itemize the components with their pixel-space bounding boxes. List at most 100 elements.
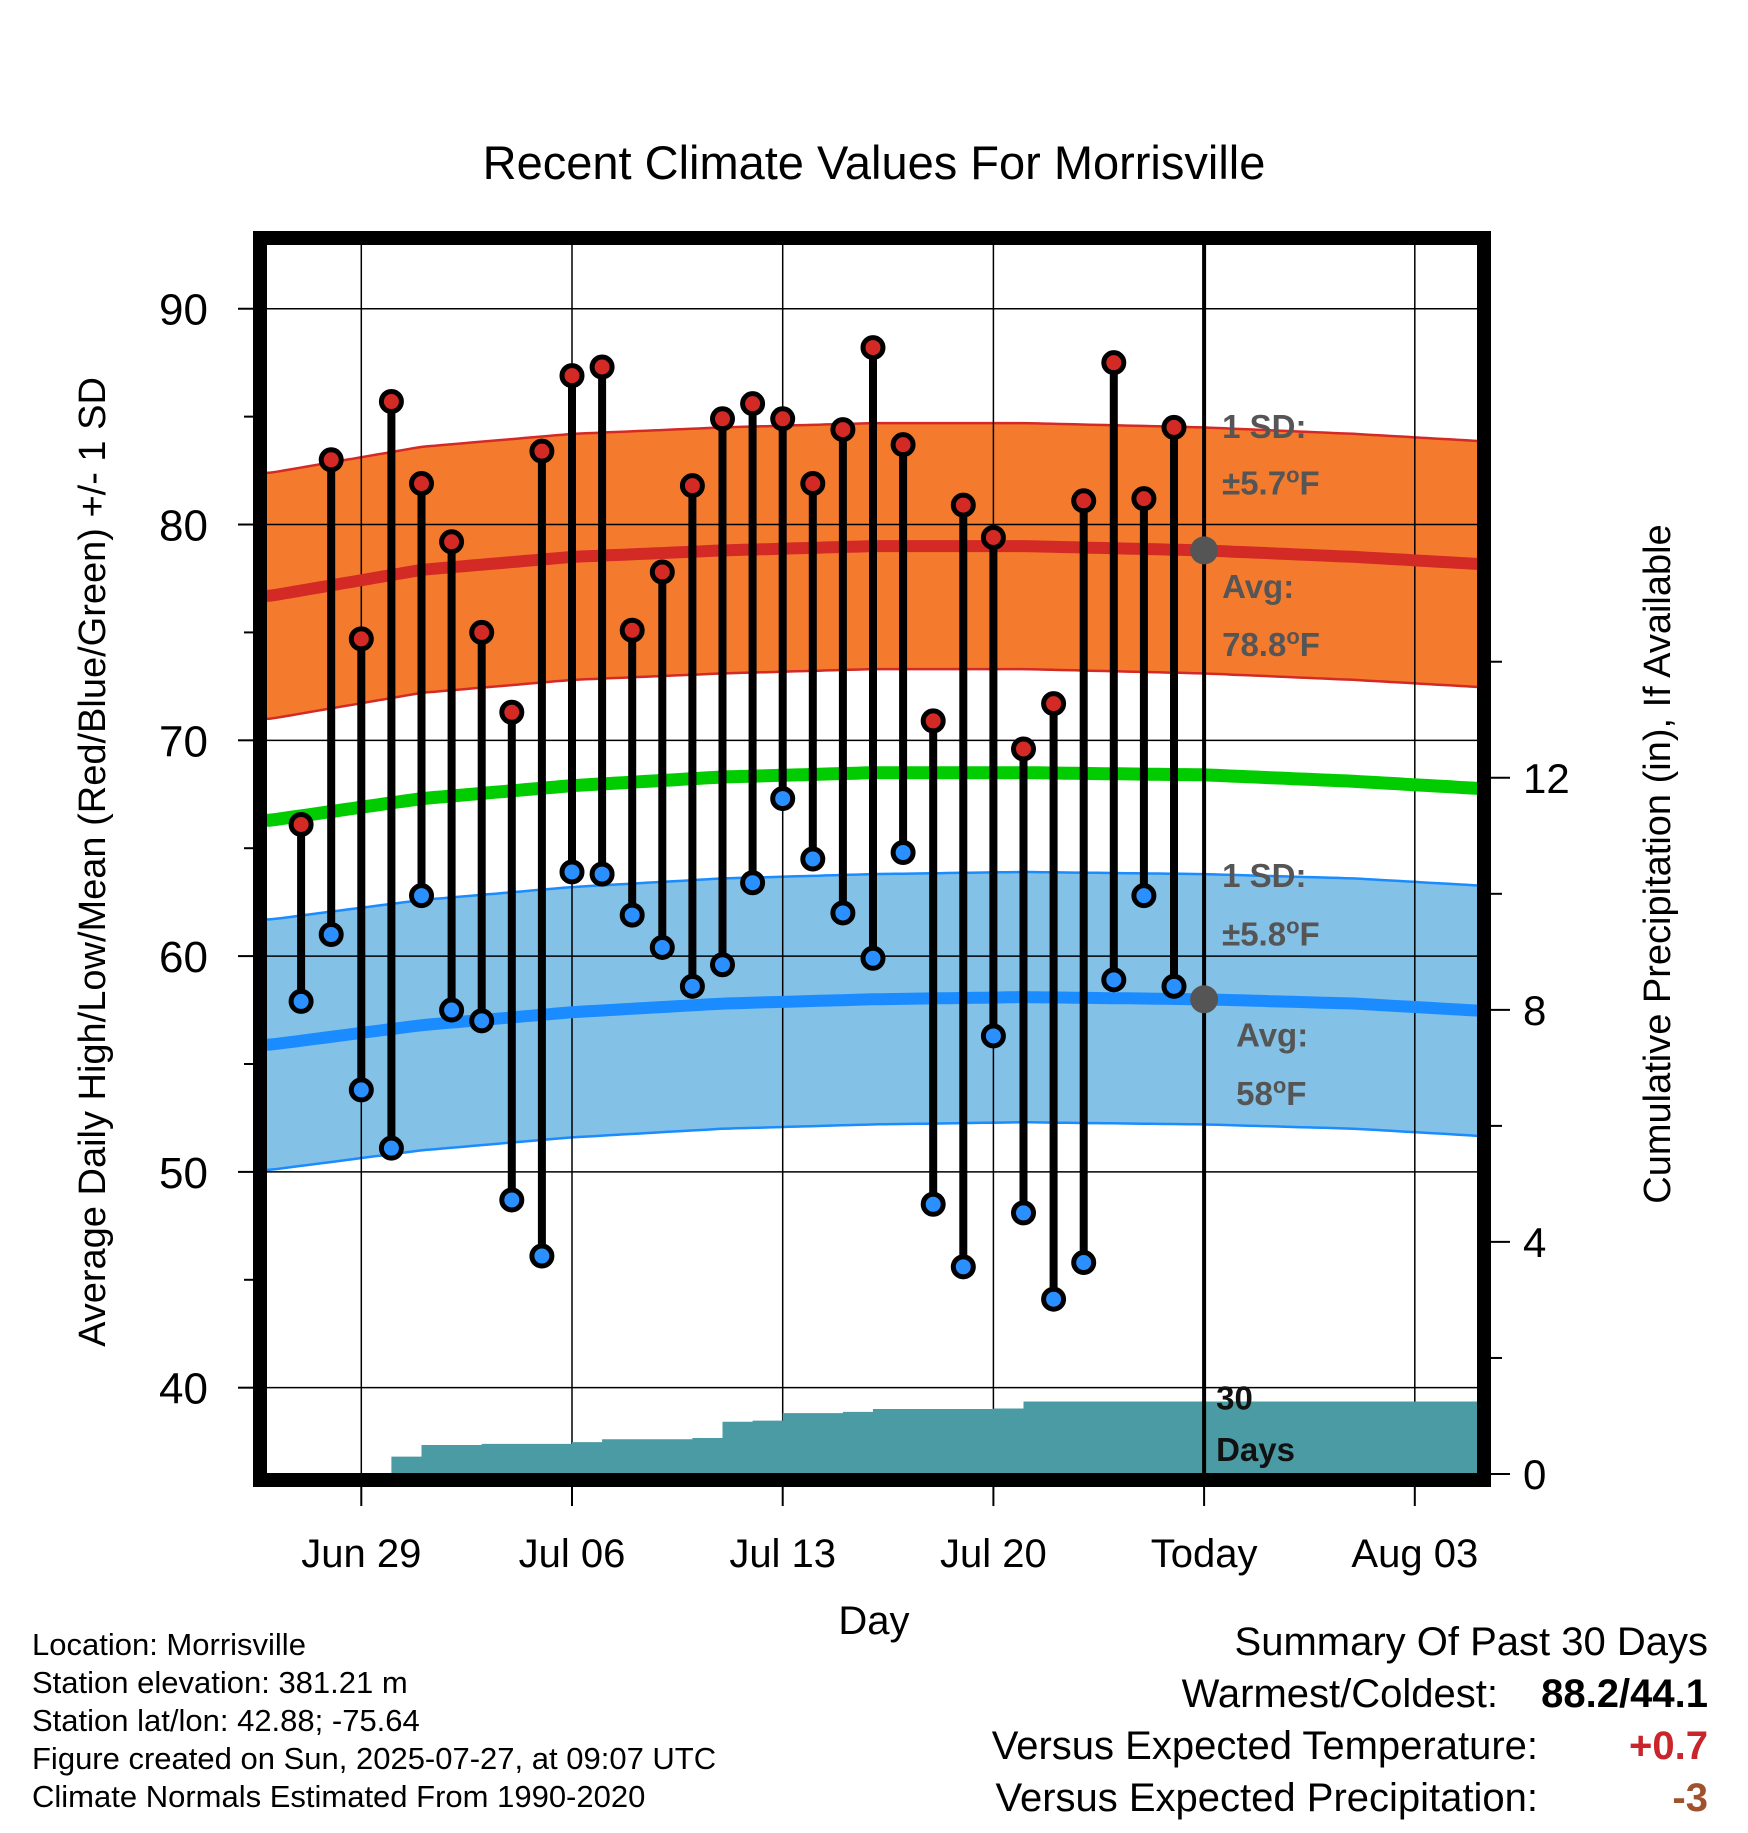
daily-low-point [288,988,314,1014]
normal-mean-line [266,766,1478,827]
y-tick-label: 80 [159,502,208,551]
low-sd-label: 1 SD: [1222,857,1306,894]
y2-tick-label: 4 [1523,1219,1546,1266]
x-tick-label: Jul 20 [940,1532,1047,1576]
station-info: Location: Morrisville Station elevation:… [32,1626,716,1816]
daily-high-point [1161,414,1187,440]
daily-high-point [740,391,766,417]
y-tick-label: 60 [159,933,208,982]
daily-high-point [920,708,946,734]
daily-high-point [1131,486,1157,512]
daily-low-point [1131,883,1157,909]
today-days-label: Days [1216,1431,1295,1468]
y-tick-label: 70 [159,717,208,766]
y2-axis-label: Cumulative Precipitation (in), If Availa… [1637,524,1679,1203]
x-tick-label: Aug 03 [1351,1532,1478,1576]
daily-low-point [1101,967,1127,993]
y-tick-label: 40 [159,1365,208,1414]
daily-low-point [529,1243,555,1269]
daily-high-point [529,438,555,464]
high-avg-label: Avg: [1222,568,1294,605]
daily-low-point [409,883,434,909]
daily-high-point [288,811,314,837]
daily-high-point [830,417,856,443]
daily-low-point [439,997,465,1023]
daily-high-point [439,529,465,555]
daily-low-point [890,840,916,866]
daily-low-point [1041,1286,1067,1312]
daily-high-point [770,406,796,432]
daily-high-point [499,699,525,725]
daily-high-point [1101,350,1127,376]
warmest-value: 88.2/44.1 [1541,1672,1708,1716]
low-sd-upper-edge [266,870,1478,921]
daily-low-point [318,922,344,948]
y2-tick-label: 12 [1523,755,1570,802]
location-text: Location: Morrisville [32,1627,306,1662]
low-avg-value: 58oF [1236,1073,1306,1112]
today-high-avg-marker [1190,536,1219,565]
chart-title: Recent Climate Values For Morrisville [483,136,1266,189]
low-avg-label: Avg: [1236,1017,1308,1054]
daily-low-point [378,1135,404,1161]
temp-label: Versus Expected Temperature: [991,1724,1538,1768]
y2-tick-label: 8 [1523,987,1546,1034]
daily-high-point [409,471,434,497]
daily-low-point [559,859,585,885]
created-text: Figure created on Sun, 2025-07-27, at 09… [32,1741,717,1776]
precip-area [271,1401,1478,1474]
daily-high-point [860,335,886,361]
x-tick-label: Today [1151,1532,1258,1576]
elevation-text: Station elevation: 381.21 m [32,1665,408,1700]
daily-low-point [1071,1250,1097,1276]
high-sd-value: ±5.7oF [1222,462,1320,501]
daily-low-point [800,846,826,872]
daily-high-point [378,389,404,415]
daily-low-point [830,900,856,926]
daily-high-point [348,626,374,652]
daily-low-point [770,786,796,812]
daily-high-point [950,492,976,518]
daily-low-point [679,973,705,999]
x-tick-label: Jun 29 [301,1532,421,1576]
daily-low-point [740,870,766,896]
x-tick-label: Jul 06 [519,1532,626,1576]
high-sd-upper-edge [266,421,1478,474]
precip-label: Versus Expected Precipitation: [995,1776,1538,1820]
daily-low-point [649,934,675,960]
daily-high-point [890,432,916,458]
daily-low-point [348,1077,374,1103]
daily-high-point [800,471,826,497]
daily-high-point [589,354,615,380]
low-sd-value: ±5.8oF [1222,913,1320,952]
daily-high-point [649,559,675,585]
y2-tick-label: 0 [1523,1451,1546,1498]
today-days-number: 30 [1216,1379,1253,1416]
daily-high-point [710,406,735,432]
summary-panel: Summary Of Past 30 Days Warmest/Coldest:… [992,1620,1708,1828]
daily-low-point [950,1254,976,1280]
daily-high-point [1011,736,1036,762]
precip-value: -3 [1672,1776,1708,1820]
y-tick-label: 50 [159,1149,208,1198]
daily-low-point [589,861,615,887]
daily-low-point [469,1008,495,1034]
normal-high-line [266,540,1478,602]
x-tick-label: Jul 13 [729,1532,836,1576]
summary-temp-row: Versus Expected Temperature: +0.7 [992,1724,1708,1776]
daily-high-point [318,447,344,473]
daily-low-point [980,1023,1006,1049]
y-tick-label: 90 [159,286,208,335]
y-axis-label: Average Daily High/Low/Mean (Red/Blue/Gr… [72,377,114,1347]
low-sd-lower-edge [266,1121,1478,1171]
daily-low-point [710,952,735,978]
high-sd-lower-edge [266,667,1478,720]
high-avg-value: 78.8oF [1222,624,1320,663]
summary-title: Summary Of Past 30 Days [1234,1620,1708,1664]
high-sd-label: 1 SD: [1222,408,1306,445]
daily-high-point [619,617,645,643]
normals-text: Climate Normals Estimated From 1990-2020 [32,1779,646,1814]
daily-high-point [679,473,705,499]
